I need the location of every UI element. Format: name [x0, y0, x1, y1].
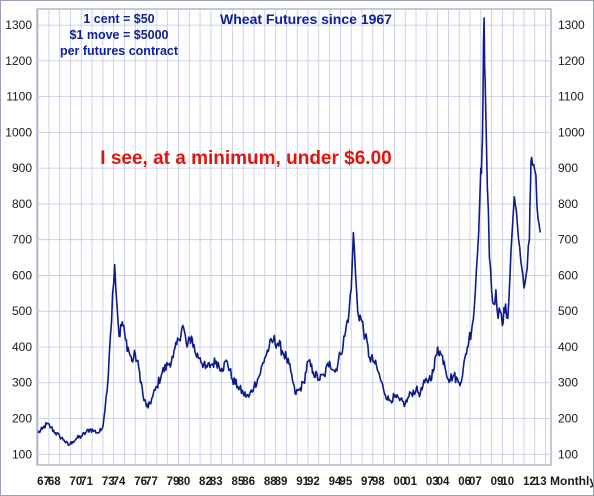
x-tick-label: 92 — [307, 476, 320, 488]
x-tick-label: 80 — [177, 476, 190, 488]
x-tick-label: 88 — [264, 476, 277, 488]
y-tick-label-left: 100 — [12, 447, 32, 461]
y-tick-label-right: 300 — [558, 376, 578, 390]
annotation-headline: I see, at a minimum, under $6.00 — [100, 148, 391, 169]
vertical-gridlines — [37, 9, 547, 465]
y-tick-label-right: 1000 — [558, 125, 585, 139]
x-tick-label: 86 — [242, 476, 255, 488]
y-tick-label-left: 1100 — [6, 90, 32, 104]
y-tick-label-left: 1200 — [5, 54, 32, 68]
y-tick-label-left: 1300 — [5, 18, 32, 32]
x-tick-label: 95 — [339, 476, 352, 488]
x-tick-label: 71 — [80, 476, 93, 488]
y-axis-left: 100 200 300 400 500 600 700 800 900 1000 1100 1200 1… — [5, 18, 32, 461]
x-tick-label: 97 — [361, 476, 374, 488]
y-tick-label-right: 1200 — [558, 54, 585, 68]
y-axis-right: 100 200 300 400 500 600 700 800 900 1000 1100 1200 1… — [558, 18, 585, 461]
x-tick-label: 85 — [231, 476, 244, 488]
x-tick-label: 74 — [113, 476, 126, 488]
note-line-3: per futures contract — [60, 44, 179, 58]
x-tick-label: 04 — [437, 476, 450, 488]
y-tick-label-left: 800 — [12, 197, 32, 211]
x-tick-label: 03 — [426, 476, 439, 488]
x-tick-label: 89 — [275, 476, 288, 488]
y-tick-label-left: 300 — [12, 376, 32, 390]
x-tick-label: 94 — [329, 476, 342, 488]
y-tick-label-right: 200 — [558, 412, 578, 426]
x-tick-label: 73 — [102, 476, 115, 488]
x-tick-label: 70 — [69, 476, 82, 488]
x-tick-label: 13 — [534, 476, 547, 488]
x-tick-label: 06 — [458, 476, 471, 488]
x-tick-label: 83 — [210, 476, 223, 488]
y-tick-label-right: 800 — [558, 197, 578, 211]
y-tick-label-left: 600 — [12, 268, 32, 282]
y-tick-label-left: 200 — [12, 412, 32, 426]
x-tick-label: 82 — [199, 476, 212, 488]
x-tick-label: 00 — [393, 476, 406, 488]
x-tick-label: 91 — [296, 476, 309, 488]
x-tick-label: 76 — [134, 476, 147, 488]
y-tick-label-left: 700 — [12, 233, 32, 247]
wheat-price-line — [37, 17, 541, 447]
x-tick-label: 98 — [372, 476, 385, 488]
y-tick-label-left: 400 — [12, 340, 32, 354]
y-tick-label-right: 500 — [558, 304, 578, 318]
plot-area — [36, 8, 552, 466]
y-tick-label-left: 1000 — [5, 125, 32, 139]
y-tick-label-right: 400 — [558, 340, 578, 354]
y-tick-label-right: 700 — [558, 233, 578, 247]
x-tick-label: 07 — [469, 476, 482, 488]
y-tick-label-right: 100 — [558, 447, 578, 461]
x-tick-label: 12 — [523, 476, 536, 488]
note-line-1: 1 cent = $50 — [83, 12, 154, 26]
x-unit-label: Monthly — [550, 474, 593, 488]
x-tick-label: 10 — [501, 476, 514, 488]
x-tick-label: 79 — [167, 476, 180, 488]
y-tick-label-right: 1300 — [558, 18, 585, 32]
y-tick-label-right: 600 — [558, 268, 578, 282]
chart-title: Wheat Futures since 1967 — [220, 11, 392, 27]
y-tick-label-right: 1100 — [558, 90, 584, 104]
x-tick-label: 68 — [48, 476, 61, 488]
y-tick-label-left: 900 — [12, 161, 32, 175]
note-line-2: $1 move = $5000 — [69, 28, 168, 42]
x-tick-label: 77 — [145, 476, 158, 488]
x-tick-label: 01 — [404, 476, 417, 488]
y-tick-label-right: 900 — [558, 161, 578, 175]
x-tick-label: 67 — [37, 476, 50, 488]
x-tick-label: 09 — [491, 476, 504, 488]
y-tick-label-left: 500 — [12, 304, 32, 318]
